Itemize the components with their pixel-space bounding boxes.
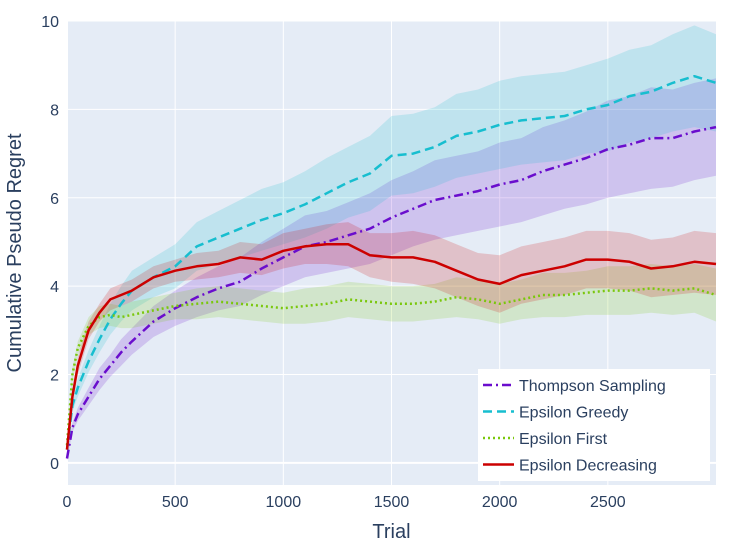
legend: Thompson Sampling Epsilon Greedy Epsilon F… [478, 369, 710, 481]
y-tick-labels: 0 2 4 6 8 10 [41, 14, 59, 473]
epsilon-greedy-line [65, 74, 717, 450]
grid-lines [66, 20, 716, 485]
series-lines [65, 74, 717, 459]
x-tick-label: 2500 [590, 494, 626, 511]
epsilon-first-band [67, 264, 716, 448]
epsilon-first-legend-label: Epsilon First [519, 431, 608, 448]
thompson-sampling-legend-label: Thompson Sampling [519, 378, 666, 395]
x-tick-label: 1000 [266, 494, 302, 511]
y-tick-label: 8 [50, 102, 59, 119]
y-tick-label: 10 [41, 14, 59, 31]
x-tick-label: 2000 [482, 494, 518, 511]
y-tick-label: 0 [50, 456, 59, 473]
x-tick-label: 0 [63, 494, 72, 511]
x-tick-label: 1500 [374, 494, 410, 511]
y-tick-label: 4 [50, 279, 59, 296]
y-tick-label: 6 [50, 191, 59, 208]
epsilon-decreasing-line [65, 242, 717, 450]
epsilon-first-line [65, 287, 717, 446]
y-axis-title: Cumulative Pseudo Regret [4, 133, 26, 372]
x-tick-label: 500 [162, 494, 189, 511]
confidence-bands [67, 25, 716, 461]
epsilon-greedy-band [67, 25, 716, 452]
epsilon-decreasing-band [67, 222, 716, 452]
legend-box [478, 369, 710, 481]
x-axis-title: Trial [372, 521, 410, 543]
thompson-sampling-band [67, 78, 716, 461]
thompson-sampling-line [65, 125, 717, 459]
epsilon-greedy-legend-label: Epsilon Greedy [519, 405, 628, 422]
y-tick-label: 2 [50, 368, 59, 385]
x-tick-labels: 0 500 1000 1500 2000 2500 [63, 494, 626, 511]
epsilon-decreasing-legend-label: Epsilon Decreasing [519, 458, 657, 475]
